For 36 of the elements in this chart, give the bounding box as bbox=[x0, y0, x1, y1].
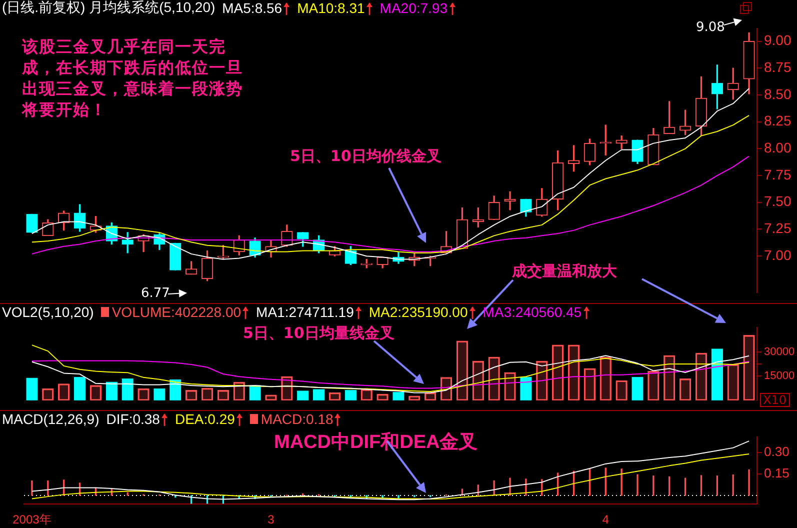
y-tick-label: 7.25 bbox=[764, 220, 792, 236]
y-tick-label: 9.00 bbox=[764, 32, 792, 48]
y-tick-label: 8.00 bbox=[764, 140, 792, 156]
x-tick-label: 2003年 bbox=[12, 512, 52, 527]
annotation: 5日、10日均价线金叉 bbox=[290, 147, 442, 166]
y-tick-label: 7.50 bbox=[764, 193, 792, 210]
text: DIF:0.38 bbox=[106, 411, 160, 427]
y-tick-label: 8.25 bbox=[764, 112, 792, 129]
y-tick-label: 8.50 bbox=[764, 86, 792, 102]
text: X10 bbox=[760, 393, 790, 407]
y-tick-label: 15000 bbox=[764, 370, 795, 382]
y-tick-label: 0.15 bbox=[764, 466, 790, 481]
y-tick-label: 7.00 bbox=[764, 246, 792, 263]
text: MA1:274711.19 bbox=[256, 304, 354, 320]
x-tick-label: 3 bbox=[268, 512, 275, 527]
y-tick-label: 7.75 bbox=[764, 166, 792, 182]
text: MA10:8.31 bbox=[297, 0, 365, 16]
x-tick-label: 4 bbox=[602, 512, 610, 527]
text: MA2:235190.00 bbox=[368, 304, 468, 320]
annotation: 5日、10日均量线金叉 bbox=[243, 324, 394, 343]
annotation: 该股三金叉几乎在同一天完成，在长期下跌后的低位一旦出现三金叉，意味着一段涨势将要开始！ bbox=[22, 36, 244, 120]
text: MA3:240560.45 bbox=[482, 304, 582, 320]
y-tick-label: 30000 bbox=[764, 346, 795, 358]
text: MACD:0.18 bbox=[260, 411, 334, 427]
y-tick-label: 0.30 bbox=[764, 444, 790, 460]
annotation: 9.08 bbox=[696, 20, 725, 35]
text: MA20:7.93 bbox=[380, 0, 448, 16]
chart-title: VOL2(5,10,20) bbox=[2, 304, 94, 320]
y-tick-label: 8.75 bbox=[764, 58, 792, 75]
annotation: 6.77 bbox=[141, 286, 170, 301]
text: MA5:8.56 bbox=[222, 0, 282, 16]
chart-title: MACD(12,26,9) bbox=[2, 411, 100, 427]
legend-label: VOLUME:402228.00 bbox=[112, 304, 242, 320]
text: DEA:0.29 bbox=[174, 411, 235, 427]
chart-title: (日线.前复权) 月均线系统(5,10,20) bbox=[2, 0, 216, 17]
annotation: 成交量温和放大 bbox=[512, 262, 617, 281]
